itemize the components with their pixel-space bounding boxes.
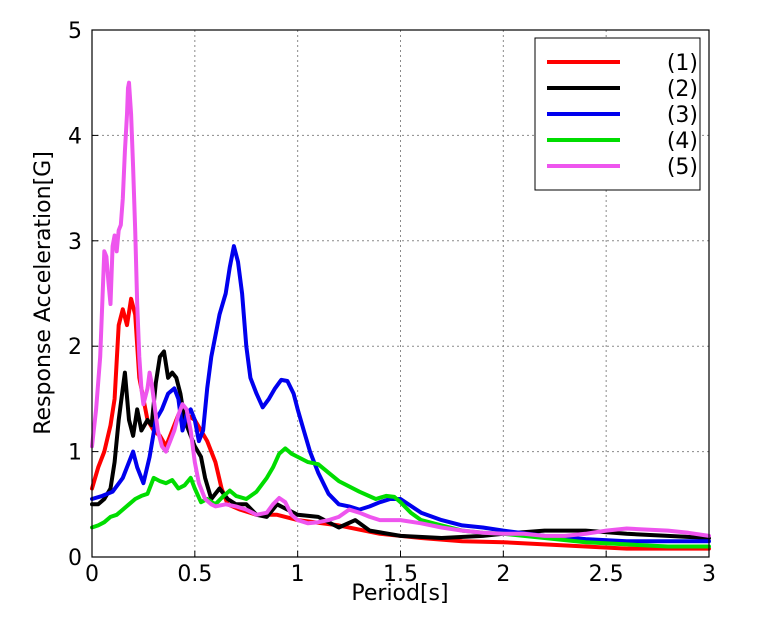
legend-label-1: (1): [667, 51, 698, 76]
x-tick-label: 0.5: [177, 562, 212, 587]
series-line-3: [90, 244, 711, 544]
y-tick-label: 0: [68, 546, 82, 571]
y-tick-label: 1: [68, 441, 82, 466]
y-axis-label: Response Acceleration[G]: [31, 151, 56, 435]
legend-label-2: (2): [667, 77, 698, 102]
legend-label-4: (4): [667, 129, 698, 154]
x-tick-label: 1.5: [383, 562, 418, 587]
x-tick-label: 3: [702, 562, 716, 587]
x-axis-label: Period[s]: [351, 581, 448, 606]
series-line-5: [90, 80, 711, 538]
series-line-2: [90, 349, 711, 540]
y-tick-label: 2: [68, 335, 82, 360]
x-tick-label: 1: [291, 562, 305, 587]
legend: (1)(2)(3)(4)(5): [534, 37, 701, 191]
y-tick-label: 4: [68, 124, 82, 149]
axis-ticks: 0 0.5 1 1.5 2 2.5 3 0 1 2 3 4 5: [68, 19, 716, 587]
series-lines: [90, 80, 711, 551]
x-tick-label: 0: [85, 562, 99, 587]
legend-label-5: (5): [667, 155, 698, 180]
legend-label-3: (3): [667, 103, 698, 128]
y-tick-label: 3: [68, 230, 82, 255]
y-tick-label: 5: [68, 19, 82, 44]
x-tick-label: 2.5: [589, 562, 624, 587]
x-tick-label: 2: [496, 562, 510, 587]
